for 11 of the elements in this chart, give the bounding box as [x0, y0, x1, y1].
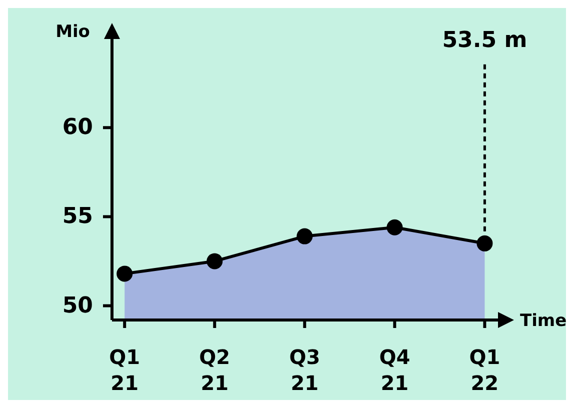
x-tick-label: Q1 22 — [469, 345, 500, 395]
x-tick-label: Q4 21 — [379, 345, 410, 395]
x-tick-label: Q3 21 — [289, 345, 320, 395]
y-axis-title: Mio — [56, 22, 90, 42]
x-axis-title: Time — [520, 311, 567, 331]
y-tick-label: 60 — [62, 115, 93, 140]
x-tick-label: Q2 21 — [199, 345, 230, 395]
annotation: 53.5 m — [442, 28, 528, 53]
x-tick-label: Q1 21 — [109, 345, 140, 395]
y-tick-label: 55 — [62, 204, 93, 230]
y-tick-label: 50 — [62, 293, 93, 318]
